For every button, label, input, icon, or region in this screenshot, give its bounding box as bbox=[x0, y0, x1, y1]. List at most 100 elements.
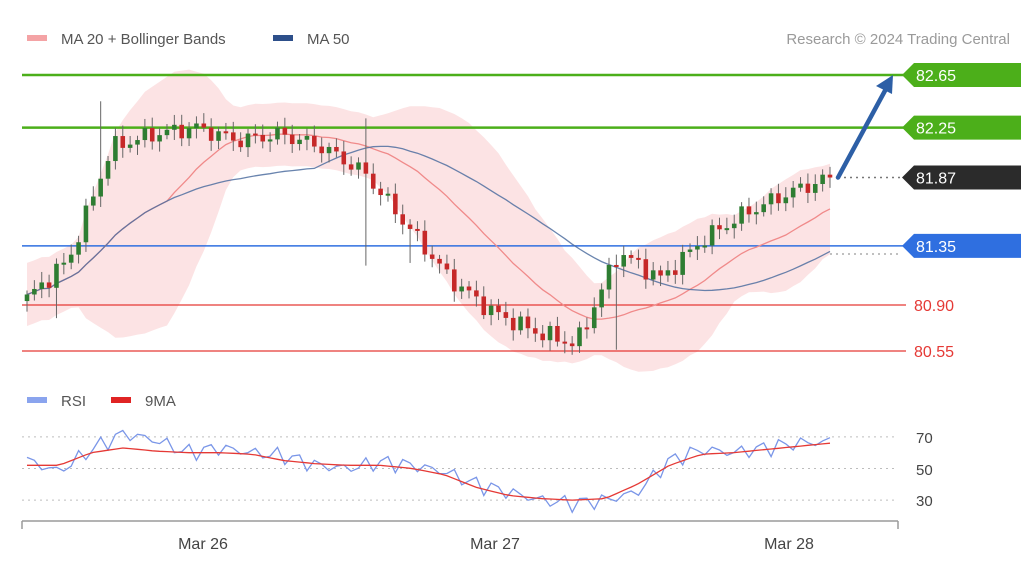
candle-down bbox=[149, 128, 155, 142]
candle-down bbox=[378, 188, 383, 196]
research-credit: Research © 2024 Trading Central bbox=[786, 31, 1010, 48]
candle-up bbox=[680, 251, 685, 275]
candle-up bbox=[142, 128, 148, 141]
candle-down bbox=[282, 127, 288, 135]
candle-up bbox=[61, 262, 67, 265]
candle-down bbox=[230, 132, 236, 141]
candle-up bbox=[768, 193, 774, 205]
candle-up bbox=[113, 136, 118, 162]
candle-down bbox=[717, 225, 722, 230]
target-arrow-shaft bbox=[835, 84, 890, 180]
candle-up bbox=[754, 212, 759, 215]
level-label-82-65: 82.65 bbox=[916, 68, 956, 85]
candle-up bbox=[194, 123, 199, 129]
candle-up bbox=[820, 174, 825, 185]
candle-down bbox=[334, 146, 339, 152]
rsi-legend-swatch bbox=[27, 397, 47, 403]
candle-down bbox=[510, 317, 516, 331]
candle-up bbox=[798, 183, 803, 188]
level-tag-82-25 bbox=[902, 115, 1021, 140]
x-tick-mar-27: Mar 27 bbox=[470, 536, 520, 553]
candle-up bbox=[157, 135, 162, 142]
candle-down bbox=[201, 123, 207, 128]
rsi-panel-layer bbox=[22, 429, 898, 514]
candle-down bbox=[400, 214, 405, 225]
candle-up bbox=[547, 325, 553, 341]
candle-down bbox=[658, 270, 663, 276]
candle-down bbox=[422, 230, 428, 255]
candle-down bbox=[120, 136, 126, 148]
candle-up bbox=[54, 263, 59, 288]
level-label-81-87: 81.87 bbox=[916, 171, 956, 188]
rsi-ma-legend-swatch bbox=[111, 397, 131, 403]
rsi-tick-70: 70 bbox=[916, 430, 933, 447]
candle-down bbox=[179, 124, 184, 139]
candle-down bbox=[415, 228, 420, 231]
candle-down bbox=[312, 135, 317, 147]
candle-up bbox=[488, 305, 494, 316]
x-tick-mar-28: Mar 28 bbox=[764, 536, 814, 553]
ma50-legend-swatch bbox=[273, 35, 293, 41]
bollinger-band-layer bbox=[27, 69, 830, 372]
rsi-line bbox=[26, 429, 831, 514]
candle-down bbox=[223, 131, 229, 134]
candle-up bbox=[665, 270, 671, 276]
candle-down bbox=[370, 173, 376, 189]
candle-up bbox=[105, 161, 111, 179]
candle-down bbox=[444, 263, 450, 270]
candle-down bbox=[363, 162, 369, 174]
candle-up bbox=[83, 205, 89, 243]
candle-up bbox=[32, 288, 37, 295]
candle-up bbox=[724, 228, 730, 231]
candle-up bbox=[76, 242, 81, 255]
candle-up bbox=[304, 135, 310, 140]
candle-up bbox=[709, 225, 715, 246]
candle-down bbox=[643, 259, 649, 280]
level-tag-81-87 bbox=[902, 165, 1021, 190]
price-legend: MA 20 + Bollinger Bands MA 50 bbox=[27, 31, 350, 48]
candle-up bbox=[326, 146, 332, 154]
candle-down bbox=[393, 193, 398, 215]
candle-down bbox=[452, 269, 457, 292]
level-label-80-55: 80.55 bbox=[914, 344, 954, 361]
candle-up bbox=[577, 327, 582, 347]
candlestick-layer bbox=[24, 101, 833, 355]
candle-up bbox=[216, 131, 221, 141]
candle-up bbox=[518, 316, 523, 331]
candle-up bbox=[783, 197, 789, 204]
candle-down bbox=[253, 133, 258, 136]
candle-down bbox=[429, 254, 435, 259]
candle-down bbox=[555, 325, 560, 342]
candle-down bbox=[584, 327, 590, 330]
candle-up bbox=[24, 294, 30, 302]
candle-down bbox=[569, 343, 575, 347]
level-label-80-90: 80.90 bbox=[914, 298, 954, 315]
target-arrow-head bbox=[876, 75, 893, 94]
candle-up bbox=[98, 178, 103, 197]
rsi-ma-legend-label: 9MA bbox=[145, 393, 176, 410]
candle-up bbox=[650, 270, 656, 280]
candle-up bbox=[687, 249, 693, 252]
candle-down bbox=[437, 258, 442, 264]
candle-up bbox=[695, 246, 700, 250]
candle-up bbox=[127, 144, 133, 148]
level-labels-layer: 82.65 82.25 81.87 81.35 80.90 80.55 bbox=[835, 63, 1021, 361]
candle-up bbox=[606, 264, 612, 290]
candle-up bbox=[39, 282, 45, 289]
candle-up bbox=[164, 129, 170, 136]
x-tick-mar-26: Mar 26 bbox=[178, 536, 228, 553]
level-tag-81-35 bbox=[902, 233, 1021, 258]
candle-down bbox=[562, 341, 568, 344]
candle-up bbox=[356, 162, 361, 170]
candle-up bbox=[812, 184, 818, 193]
candle-up bbox=[702, 245, 708, 248]
ma50-legend-label: MA 50 bbox=[307, 31, 350, 48]
candle-down bbox=[46, 282, 52, 288]
rsi-tick-50: 50 bbox=[916, 462, 933, 479]
candle-down bbox=[805, 183, 811, 193]
candle-down bbox=[348, 164, 354, 170]
candle-down bbox=[614, 264, 619, 267]
candle-up bbox=[91, 196, 96, 206]
candle-down bbox=[319, 146, 324, 154]
